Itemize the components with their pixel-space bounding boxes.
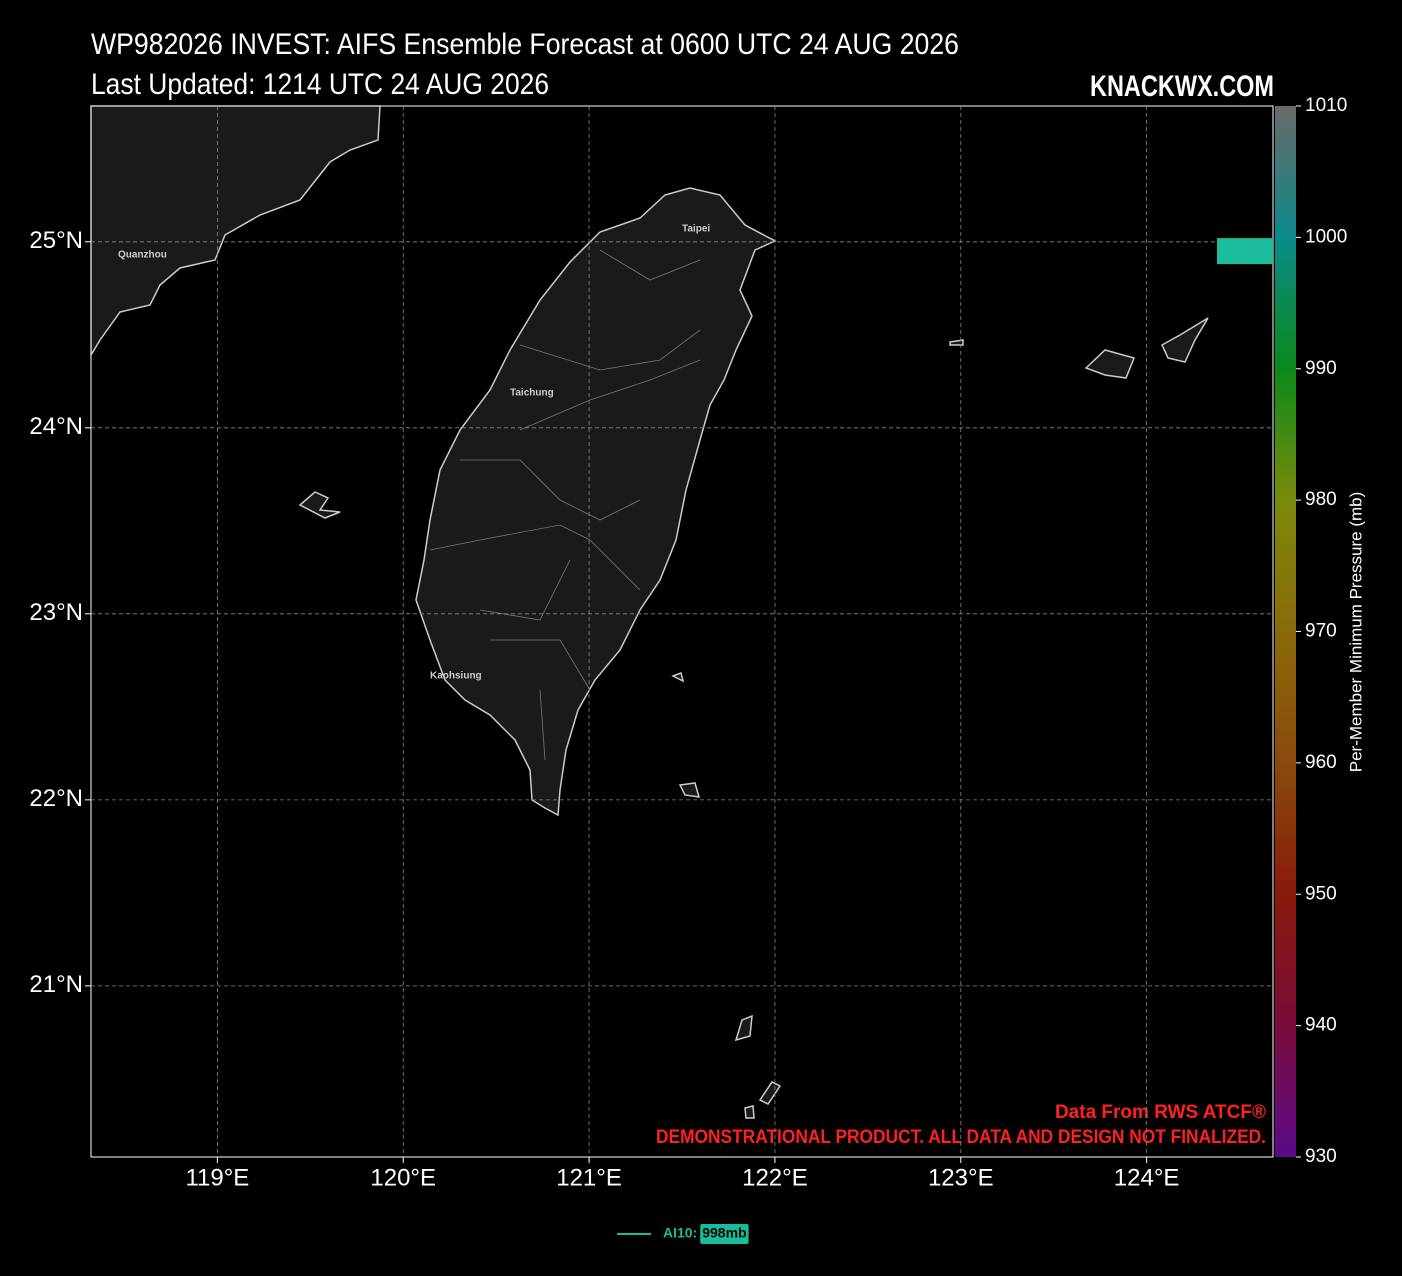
miyako [1161,317,1209,363]
footer-source: Data From RWS ATCF® [1055,1102,1266,1123]
member-position [1217,238,1273,265]
x-tick-label: 124°E [1114,1164,1180,1191]
penghu [298,491,341,519]
brand: KNACKWX.COM [1090,70,1274,103]
colorbar [1275,106,1296,1157]
colorbar-tick-label: 970 [1305,621,1337,642]
y-tick-label: 24°N [29,413,83,440]
islet [678,782,701,798]
y-tick-label: 23°N [29,599,83,626]
x-tick-label: 119°E [185,1164,249,1191]
city-label: Quanzhou [118,250,167,261]
city-label: Taipei [682,224,710,235]
legend-value: 998mb [702,1225,746,1241]
city-label: Kaohsiung [430,671,482,682]
orchid-island [734,1014,753,1042]
y-tick-label: 22°N [29,785,83,812]
chart-subtitle: Last Updated: 1214 UTC 24 AUG 2026 [91,68,549,101]
city-label: Taichung [510,388,554,399]
ishigaki [1084,349,1136,379]
colorbar-tick-label: 930 [1305,1146,1337,1167]
colorbar-tick-label: 1000 [1305,226,1347,247]
yonaguni [949,339,964,346]
colorbar-tick-label: 990 [1305,358,1337,379]
colorbar-tick-label: 960 [1305,752,1337,773]
x-tick-label: 122°E [742,1164,808,1191]
batanes [744,1081,782,1119]
legend-label: AI10: [663,1225,697,1241]
land [90,105,1209,1119]
colorbar-tick-label: 950 [1305,883,1337,904]
colorbar-label: Per-Member Minimum Pressure (mb) [1346,492,1365,773]
colorbar-tick-label: 980 [1305,489,1337,510]
green-island [671,672,685,683]
x-tick-label: 120°E [370,1164,436,1191]
chart-title: WP982026 INVEST: AIFS Ensemble Forecast … [91,28,959,61]
legend-badge [700,1224,749,1244]
county-borders [429,249,701,761]
x-tick-label: 123°E [928,1164,994,1191]
y-tick-label: 25°N [29,227,83,254]
x-tick-label: 121°E [556,1164,622,1191]
y-tick-label: 21°N [29,971,83,998]
mainland-coast [90,105,381,358]
colorbar-tick-label: 1010 [1305,95,1347,116]
taiwan-coast [415,187,777,817]
colorbar-tick-label: 940 [1305,1015,1337,1036]
